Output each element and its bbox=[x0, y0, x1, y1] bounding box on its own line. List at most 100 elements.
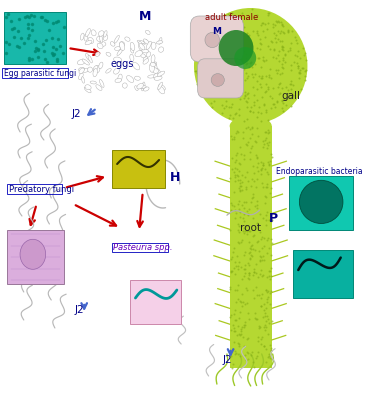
Ellipse shape bbox=[97, 36, 102, 42]
Ellipse shape bbox=[122, 83, 127, 88]
Text: M: M bbox=[212, 28, 221, 36]
Ellipse shape bbox=[142, 82, 145, 89]
Ellipse shape bbox=[147, 75, 156, 78]
Text: eggs: eggs bbox=[111, 59, 134, 69]
Bar bbox=[7, 230, 64, 284]
Text: J2: J2 bbox=[75, 305, 85, 315]
Ellipse shape bbox=[85, 28, 90, 37]
Ellipse shape bbox=[125, 37, 130, 41]
Ellipse shape bbox=[146, 30, 150, 34]
Ellipse shape bbox=[79, 73, 83, 80]
Ellipse shape bbox=[93, 66, 98, 72]
Ellipse shape bbox=[95, 66, 100, 73]
Ellipse shape bbox=[115, 47, 120, 50]
Ellipse shape bbox=[83, 68, 89, 72]
Ellipse shape bbox=[143, 59, 149, 64]
Bar bbox=[4, 12, 66, 64]
Ellipse shape bbox=[127, 76, 134, 82]
Ellipse shape bbox=[230, 340, 272, 368]
Ellipse shape bbox=[115, 78, 122, 83]
Ellipse shape bbox=[113, 57, 122, 62]
Ellipse shape bbox=[150, 62, 156, 66]
Bar bbox=[289, 176, 353, 230]
Ellipse shape bbox=[118, 74, 122, 82]
Ellipse shape bbox=[119, 42, 125, 50]
Ellipse shape bbox=[104, 31, 107, 37]
Ellipse shape bbox=[157, 71, 165, 76]
Ellipse shape bbox=[81, 33, 84, 40]
FancyBboxPatch shape bbox=[198, 59, 243, 98]
Ellipse shape bbox=[130, 42, 135, 51]
Ellipse shape bbox=[84, 87, 91, 93]
Text: J2: J2 bbox=[71, 109, 81, 119]
Text: Endoparasitic bacteria: Endoparasitic bacteria bbox=[276, 167, 363, 176]
Ellipse shape bbox=[130, 54, 134, 62]
Ellipse shape bbox=[84, 34, 87, 41]
Ellipse shape bbox=[149, 63, 154, 72]
Text: P: P bbox=[269, 212, 278, 224]
Ellipse shape bbox=[158, 86, 165, 94]
Ellipse shape bbox=[93, 68, 97, 77]
Ellipse shape bbox=[135, 50, 142, 57]
Ellipse shape bbox=[82, 77, 85, 83]
Ellipse shape bbox=[157, 68, 161, 76]
Ellipse shape bbox=[106, 52, 111, 56]
Ellipse shape bbox=[139, 86, 146, 88]
Ellipse shape bbox=[219, 30, 253, 66]
Ellipse shape bbox=[146, 52, 151, 57]
Ellipse shape bbox=[230, 116, 272, 136]
Ellipse shape bbox=[158, 38, 162, 44]
Ellipse shape bbox=[141, 84, 144, 91]
Ellipse shape bbox=[100, 80, 104, 88]
Ellipse shape bbox=[151, 42, 156, 50]
Text: M: M bbox=[138, 10, 151, 22]
Ellipse shape bbox=[138, 42, 143, 50]
Ellipse shape bbox=[154, 63, 157, 70]
Ellipse shape bbox=[152, 62, 157, 70]
Ellipse shape bbox=[114, 35, 119, 43]
Ellipse shape bbox=[88, 55, 92, 63]
Ellipse shape bbox=[211, 74, 224, 86]
Ellipse shape bbox=[134, 76, 141, 80]
Ellipse shape bbox=[154, 76, 162, 80]
Text: gall: gall bbox=[282, 91, 301, 101]
Ellipse shape bbox=[90, 81, 96, 84]
Ellipse shape bbox=[141, 54, 146, 58]
Ellipse shape bbox=[99, 62, 103, 69]
Bar bbox=[112, 150, 165, 188]
Ellipse shape bbox=[77, 59, 85, 65]
Ellipse shape bbox=[97, 43, 103, 49]
Ellipse shape bbox=[151, 55, 155, 63]
Ellipse shape bbox=[152, 68, 158, 73]
Ellipse shape bbox=[87, 67, 93, 72]
Text: Predatory fungi: Predatory fungi bbox=[9, 186, 74, 194]
Ellipse shape bbox=[194, 8, 307, 124]
Ellipse shape bbox=[20, 239, 46, 269]
Ellipse shape bbox=[143, 87, 149, 91]
Text: H: H bbox=[170, 172, 180, 184]
Ellipse shape bbox=[141, 49, 149, 53]
Ellipse shape bbox=[95, 52, 100, 56]
Ellipse shape bbox=[146, 41, 152, 50]
Ellipse shape bbox=[143, 39, 149, 44]
Text: J2: J2 bbox=[222, 355, 232, 365]
Ellipse shape bbox=[156, 41, 163, 44]
Ellipse shape bbox=[153, 72, 160, 78]
Ellipse shape bbox=[88, 37, 94, 43]
Ellipse shape bbox=[130, 48, 134, 53]
Ellipse shape bbox=[103, 34, 108, 41]
Ellipse shape bbox=[135, 86, 138, 90]
Text: Egg parasitic fungi: Egg parasitic fungi bbox=[4, 70, 76, 78]
Ellipse shape bbox=[82, 59, 89, 65]
Ellipse shape bbox=[143, 56, 147, 62]
Ellipse shape bbox=[117, 49, 123, 56]
Ellipse shape bbox=[158, 47, 164, 52]
Ellipse shape bbox=[234, 47, 256, 69]
Text: Pasteuria spp.: Pasteuria spp. bbox=[113, 244, 173, 252]
Ellipse shape bbox=[98, 31, 104, 36]
Text: root: root bbox=[240, 223, 261, 233]
Ellipse shape bbox=[205, 32, 220, 48]
Ellipse shape bbox=[99, 42, 106, 46]
Bar bbox=[230, 126, 272, 368]
Ellipse shape bbox=[158, 82, 163, 90]
